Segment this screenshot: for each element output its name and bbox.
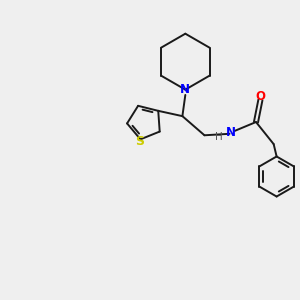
- Text: N: N: [180, 83, 190, 96]
- Text: S: S: [135, 135, 144, 148]
- Text: O: O: [255, 90, 266, 103]
- Text: H: H: [215, 132, 223, 142]
- Text: N: N: [226, 126, 236, 139]
